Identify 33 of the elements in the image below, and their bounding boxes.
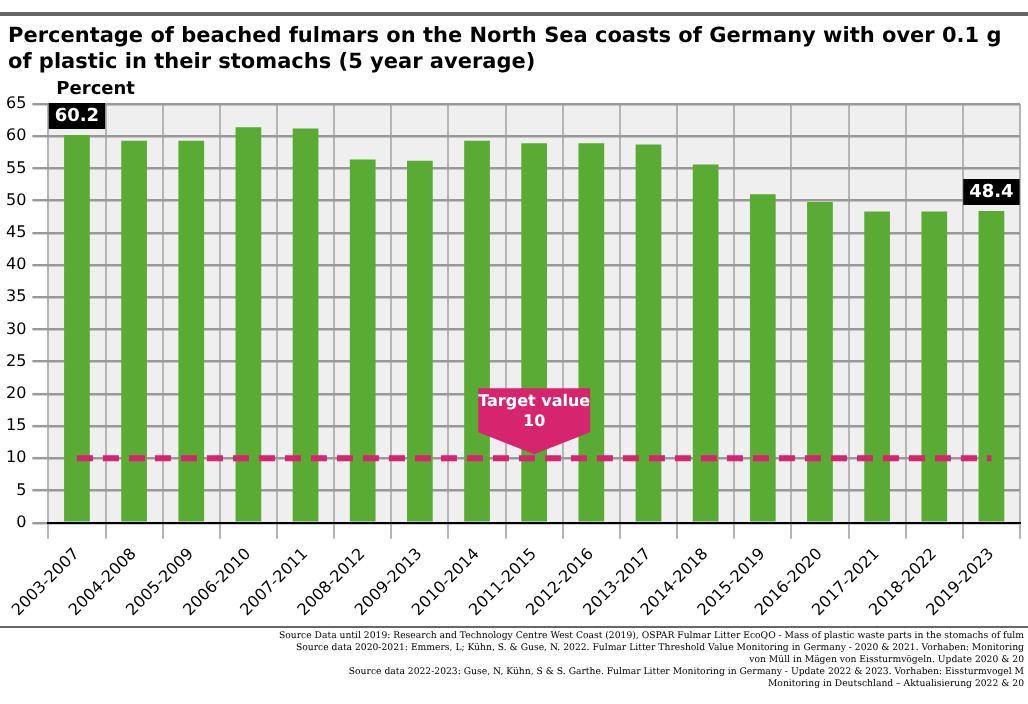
bar <box>292 128 319 522</box>
bar <box>864 211 890 522</box>
bar <box>749 194 776 522</box>
data-label: 48.4 <box>969 182 1014 203</box>
bar <box>635 144 662 522</box>
y-tick-label: 65 <box>5 94 27 113</box>
bar <box>121 140 147 522</box>
bar <box>807 201 833 522</box>
chart-title: Percentage of beached fulmars on the North Sea coasts of Germany with over 0.1 g of plastic in their stomachs (5 year average) <box>6 22 1004 76</box>
y-tick-label: 30 <box>5 319 27 338</box>
y-tick-label: 5 <box>16 480 27 499</box>
bar <box>178 140 205 522</box>
y-tick-label: 45 <box>5 223 27 241</box>
ref-line-label: Target value 10 <box>478 392 592 431</box>
bar <box>692 164 719 522</box>
bar <box>235 127 262 522</box>
bar <box>978 210 1005 522</box>
y-tick-label: 10 <box>5 448 27 467</box>
y-tick-label: 0 <box>16 512 27 531</box>
y-tick-label: 50 <box>5 190 27 209</box>
bar <box>349 159 376 522</box>
y-tick-label: 35 <box>5 287 27 306</box>
y-tick-label: 60 <box>5 126 27 145</box>
y-tick-label: 55 <box>5 158 27 177</box>
bar <box>64 134 90 522</box>
data-label: 60.2 <box>54 106 100 127</box>
y-tick-label: 25 <box>5 351 27 370</box>
bar <box>407 160 433 522</box>
y-tick-label: 15 <box>5 416 27 435</box>
y-tick-label: 40 <box>5 255 27 274</box>
y-axis-title: Percent <box>56 79 137 100</box>
bar <box>921 211 948 522</box>
y-tick-label: 20 <box>5 384 27 403</box>
